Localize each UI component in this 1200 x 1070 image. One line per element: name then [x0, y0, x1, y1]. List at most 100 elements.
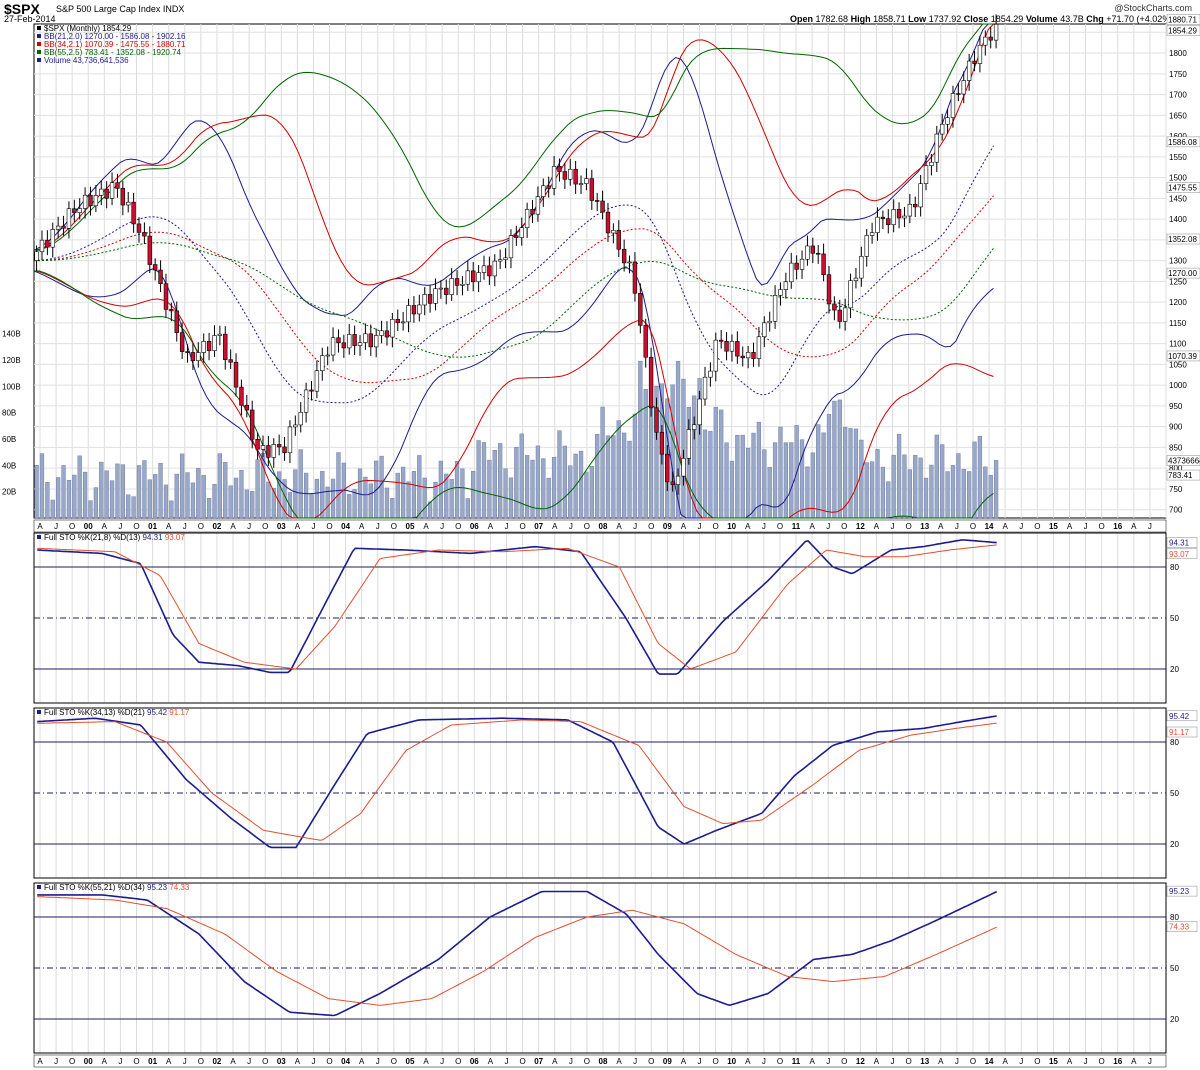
- time-axis-label: J: [118, 1057, 122, 1066]
- candle-body: [945, 117, 950, 125]
- time-axis-label: O: [906, 1057, 912, 1066]
- candle-body: [206, 341, 212, 351]
- candle-body: [821, 253, 826, 275]
- volume-bar: [638, 360, 643, 519]
- stochastic-k-line: [37, 890, 998, 1017]
- time-axis-label: O: [262, 1057, 268, 1066]
- time-axis-label: 02: [212, 1057, 221, 1066]
- value-label-text: 74.33: [1169, 923, 1190, 932]
- time-axis-label: J: [54, 1057, 58, 1066]
- time-axis-label: 03: [277, 522, 286, 531]
- stochastic-title: Full STO %K(34,13) %D(21) 95.42 91.17: [44, 708, 190, 717]
- time-axis-label: O: [648, 522, 654, 531]
- candle-body: [293, 424, 298, 428]
- volume-bar: [293, 469, 298, 519]
- volume-bar: [250, 491, 255, 519]
- candle-body: [665, 453, 670, 483]
- time-axis-label: A: [359, 522, 365, 531]
- volume-bar: [832, 400, 837, 519]
- volume-bars: [34, 360, 999, 519]
- time-axis-label: A: [230, 1057, 236, 1066]
- value-label-box: [1166, 14, 1200, 25]
- time-axis-label: J: [633, 1057, 637, 1066]
- volume-bar: [913, 455, 918, 519]
- volume-bar: [675, 360, 681, 519]
- volume-bar: [702, 429, 708, 519]
- value-label-box: [1166, 136, 1200, 148]
- candle-body: [325, 354, 330, 357]
- time-axis-label: O: [519, 1057, 525, 1066]
- candle-body: [433, 288, 438, 304]
- volume-bar: [692, 395, 697, 519]
- volume-bar: [967, 471, 972, 519]
- candle-body: [708, 370, 713, 378]
- candle-body: [896, 209, 902, 219]
- candle-body: [72, 208, 77, 213]
- time-axis-label: 13: [920, 522, 929, 531]
- candle-body: [492, 260, 497, 277]
- volume-bar: [643, 388, 648, 519]
- k-value: 94.31: [143, 533, 165, 542]
- value-label-box: [1166, 25, 1200, 36]
- volume-bar: [115, 463, 120, 519]
- time-axis-label: J: [891, 1057, 895, 1066]
- candle-body: [535, 196, 541, 215]
- candle-body: [309, 389, 314, 392]
- legend-swatch: [37, 42, 41, 46]
- candle-body: [61, 225, 66, 229]
- volume-bar: [869, 461, 875, 519]
- candle-body: [621, 248, 627, 264]
- candle-body: [654, 407, 659, 433]
- volume-bar: [627, 440, 632, 519]
- volume-bar: [719, 409, 724, 519]
- candle-body: [670, 481, 675, 485]
- close-label: Close: [963, 14, 989, 24]
- time-axis-label: 07: [534, 1057, 543, 1066]
- candle-body: [541, 185, 546, 197]
- volume-bar: [109, 480, 115, 519]
- guide-label: 80: [1170, 913, 1179, 922]
- candle-body: [702, 376, 708, 400]
- time-axis-label: 14: [985, 522, 994, 531]
- volume-bar: [902, 454, 907, 519]
- volume-bar: [826, 414, 832, 519]
- value-label-text: 95.23: [1169, 887, 1190, 896]
- candle-body: [217, 333, 223, 336]
- stochastic-k-line: [37, 539, 997, 675]
- candle-body: [519, 227, 524, 238]
- candle-body: [34, 251, 39, 261]
- volume-bar: [163, 484, 169, 519]
- candle-body: [45, 239, 50, 248]
- stochastic-panel-1: 20 50 80 Full STO %K(21,8) %D(13) 94.31 93.…: [33, 532, 1198, 704]
- time-axis-label: O: [391, 1057, 397, 1066]
- volume-bar: [562, 445, 567, 519]
- candle-body: [826, 274, 832, 305]
- candle-body: [244, 404, 250, 411]
- volume-bar: [848, 428, 853, 519]
- time-axis-label: J: [376, 522, 380, 531]
- volume-bar: [530, 459, 535, 519]
- volume-bar: [837, 399, 842, 519]
- volume-bar: [427, 501, 433, 519]
- volume-bar: [390, 498, 395, 519]
- time-axis-label: J: [569, 522, 573, 531]
- bb21-upper: [33, 23, 994, 317]
- time-axis-label: 10: [727, 1057, 736, 1066]
- volume-bar: [767, 466, 772, 519]
- time-axis-label: O: [1099, 1057, 1105, 1066]
- value-label-text: 1854.29: [1168, 27, 1197, 36]
- candle-body: [223, 333, 228, 360]
- k-value: 95.42: [147, 708, 169, 717]
- time-axis-label: 02: [212, 522, 221, 531]
- volume-bar: [789, 442, 794, 519]
- value-label-box: [1166, 885, 1198, 897]
- time-axis-label: A: [1067, 1057, 1073, 1066]
- candle-body: [886, 218, 891, 225]
- volume-bar: [886, 481, 891, 519]
- time-axis-label: 01: [148, 522, 157, 531]
- time-axis-label: 11: [792, 522, 801, 531]
- volume-bar: [395, 472, 400, 519]
- volume-bar: [454, 461, 460, 519]
- volume-bar: [524, 455, 530, 519]
- price-tick-label: 1300: [1169, 257, 1187, 266]
